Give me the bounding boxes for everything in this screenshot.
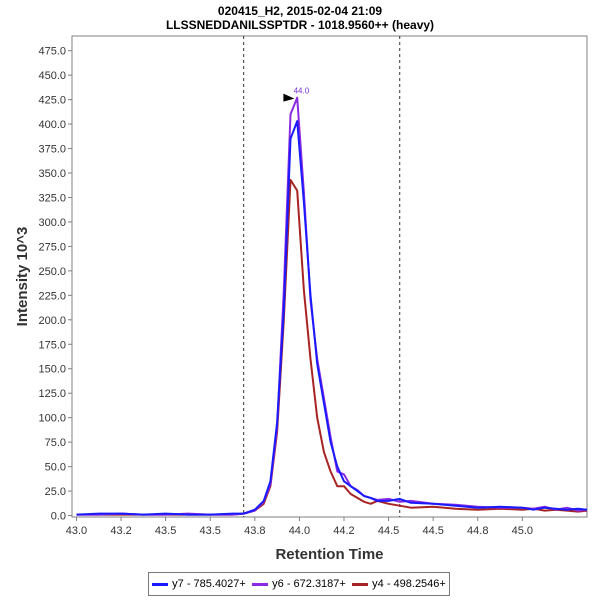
y-tick-label: 175.0 [38,339,66,351]
legend-item-y7: y7 - 785.4027+ [152,578,246,590]
y-axis-label: Intensity 10^3 [14,227,31,327]
y-tick-label: 350.0 [38,168,66,180]
y-tick-label: 425.0 [38,95,66,107]
legend-item-y6: y6 - 672.3187+ [252,578,346,590]
x-axis-label: Retention Time [275,546,383,563]
legend-swatch-y7 [152,582,169,586]
x-tick-label: 44.5 [422,525,443,537]
legend-item-y4: y4 - 498.2546+ [352,578,446,590]
x-tick-label: 43.8 [244,525,265,537]
legend-swatch-y4 [352,582,369,586]
x-tick-label: 44.2 [333,525,354,537]
series-line-y7 [76,120,588,516]
peak-marker-arrow [283,93,295,102]
x-tick-label: 44.0 [289,525,310,537]
y-tick-label: 475.0 [38,46,66,58]
y-tick-label: 25.0 [45,486,66,498]
series-line-y4 [76,178,588,516]
x-tick-label: 44.8 [467,525,488,537]
y-tick-label: 300.0 [38,217,66,229]
x-tick-label: 43.0 [66,525,87,537]
legend-label-y4: y4 - 498.2546+ [372,578,446,590]
x-tick-label: 43.5 [200,525,221,537]
y-tick-label: 325.0 [38,192,66,204]
peak-label: 44.0 [294,87,310,96]
legend-label-y6: y6 - 672.3187+ [272,578,346,590]
x-tick-label: 44.5 [378,525,399,537]
y-tick-label: 225.0 [38,290,66,302]
x-tick-label: 43.5 [155,525,176,537]
y-tick-label: 0.0 [51,511,66,523]
y-tick-label: 450.0 [38,70,66,82]
series-line-y6 [76,96,588,516]
chart-title: 020415_H2, 2015-02-04 21:09 [217,4,383,18]
y-tick-label: 200.0 [38,315,66,327]
x-tick-label: 45.0 [512,525,533,537]
chart-legend: y7 - 785.4027+ y6 - 672.3187+ y4 - 498.2… [148,572,450,596]
y-tick-label: 100.0 [38,413,66,425]
y-tick-label: 150.0 [38,364,66,376]
y-tick-label: 250.0 [38,266,66,278]
chart-subtitle: LLSSNEDDANILSSPTDR - 1018.9560++ (heavy) [165,18,435,32]
y-tick-label: 275.0 [38,241,66,253]
x-tick-label: 43.2 [110,525,131,537]
y-tick-label: 50.0 [45,462,66,474]
y-tick-label: 375.0 [38,144,66,156]
legend-label-y7: y7 - 785.4027+ [172,578,246,590]
legend-swatch-y6 [252,582,269,586]
y-tick-label: 125.0 [38,388,66,400]
plot-frame [71,35,588,518]
y-tick-label: 400.0 [38,119,66,131]
y-tick-label: 75.0 [45,437,66,449]
